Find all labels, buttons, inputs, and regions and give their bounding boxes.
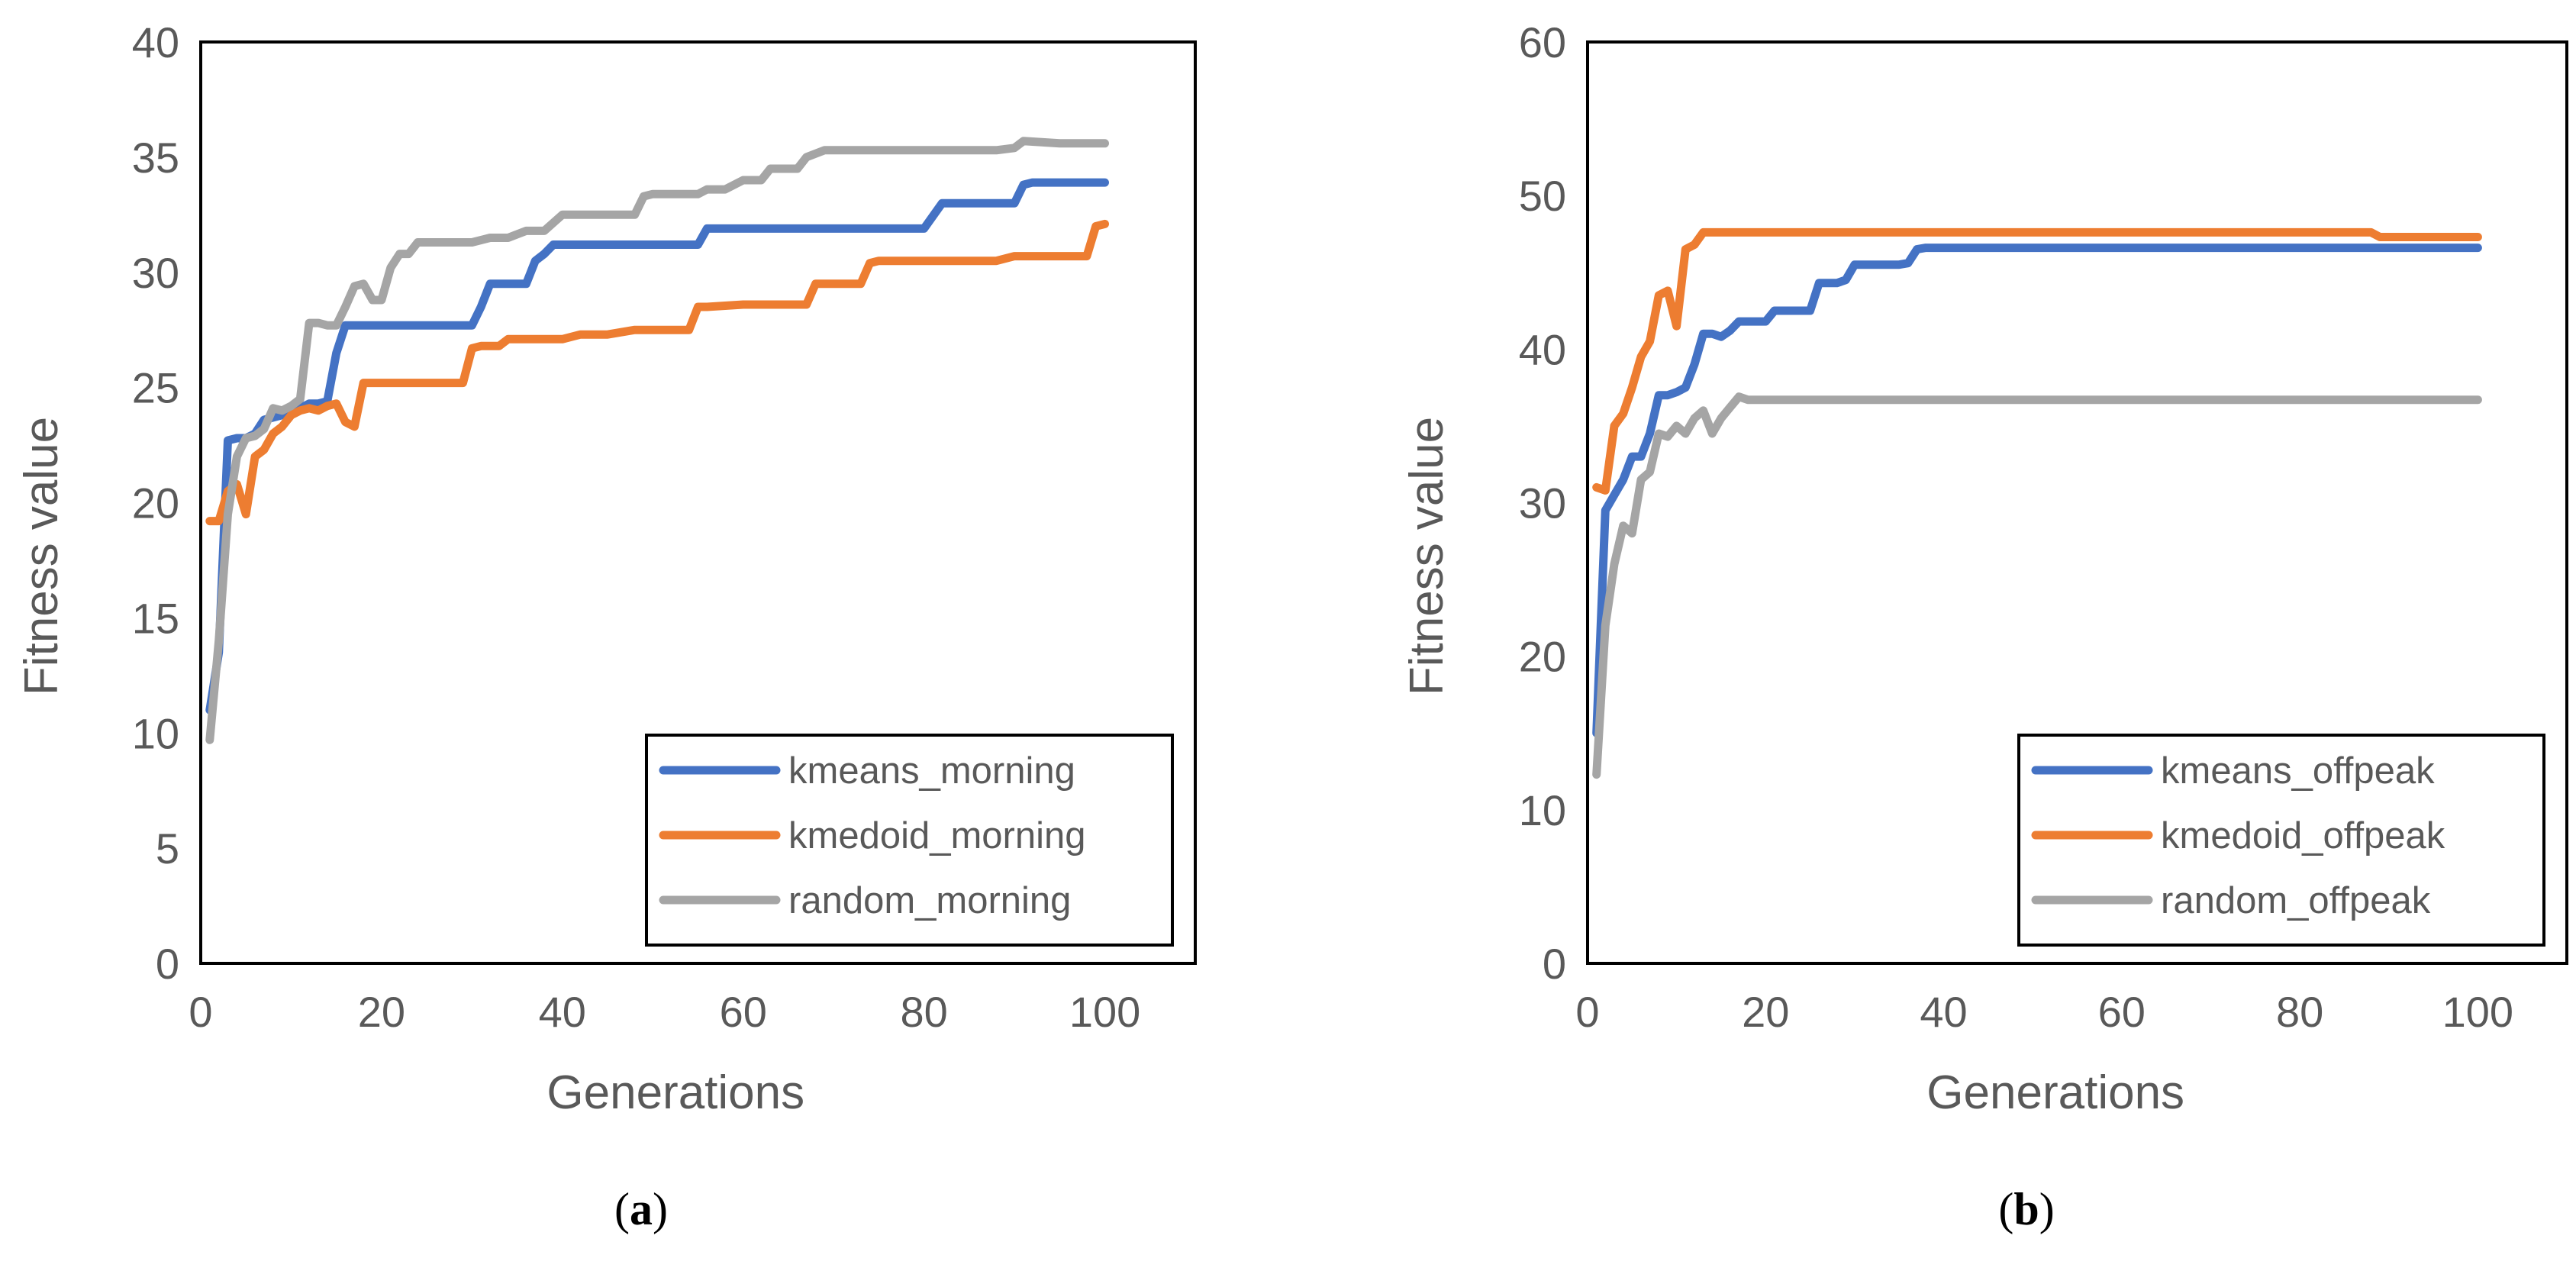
x-tick-label: 80 xyxy=(2276,988,2323,1036)
legend-label-kmedoid_offpeak: kmedoid_offpeak xyxy=(2161,815,2445,856)
y-tick-label: 35 xyxy=(132,134,179,182)
x-tick-label: 40 xyxy=(1920,988,1967,1036)
series-line-kmedoid_morning xyxy=(205,219,1109,526)
plot-area-frame xyxy=(1586,40,2568,965)
x-axis-label: Generations xyxy=(546,1066,804,1119)
x-axis-label: Generations xyxy=(1926,1066,2184,1119)
y-axis-label: Fitness value xyxy=(15,417,68,695)
series-line-kmeans_offpeak xyxy=(1592,244,2482,737)
series-line-random_morning xyxy=(205,137,1109,744)
caption-letter: b xyxy=(2013,1184,2039,1234)
y-tick-label: 50 xyxy=(1519,172,1566,220)
y-tick-label: 60 xyxy=(1519,18,1566,66)
y-tick-label: 30 xyxy=(132,249,179,297)
y-tick-label: 0 xyxy=(1543,940,1566,988)
y-tick-label: 25 xyxy=(132,364,179,412)
x-tick-label: 60 xyxy=(720,988,767,1036)
y-tick-label: 10 xyxy=(132,709,179,757)
x-tick-label: 40 xyxy=(539,988,586,1036)
y-tick-label: 5 xyxy=(156,824,179,873)
series-line-kmeans_morning xyxy=(205,178,1109,715)
caption-close-paren: ) xyxy=(2039,1184,2055,1234)
panel-caption: (a) xyxy=(614,1184,668,1234)
chart-panel-b: 0 10 20 30 40 50 60 0 20 40 60 80 100 Generations Fitn… xyxy=(1401,18,2568,1234)
y-tick-label: 0 xyxy=(156,940,179,988)
caption-letter: a xyxy=(630,1184,653,1234)
y-tick-label: 10 xyxy=(1519,786,1566,834)
x-tick-label: 0 xyxy=(1575,988,1599,1036)
x-tick-label: 0 xyxy=(189,988,212,1036)
legend-label-kmedoid_morning: kmedoid_morning xyxy=(788,815,1086,856)
caption-close-paren: ) xyxy=(653,1184,668,1234)
chart-panel-a: 0 5 10 15 20 25 30 35 40 0 20 40 60 80 100 Generations F… xyxy=(15,18,1197,1234)
legend-label-random_offpeak: random_offpeak xyxy=(2161,880,2431,921)
y-tick-label: 40 xyxy=(1519,325,1566,373)
y-tick-label: 20 xyxy=(1519,633,1566,681)
caption-open-paren: ( xyxy=(1998,1184,2013,1234)
legend-label-kmeans_offpeak: kmeans_offpeak xyxy=(2161,750,2435,792)
series-line-random_offpeak xyxy=(1592,392,2482,779)
y-tick-label: 20 xyxy=(132,479,179,527)
legend-label-kmeans_morning: kmeans_morning xyxy=(788,750,1075,792)
series-line-kmedoid_offpeak xyxy=(1592,227,2482,495)
x-tick-label: 60 xyxy=(2098,988,2146,1036)
x-tick-label: 100 xyxy=(2442,988,2513,1036)
x-tick-label: 20 xyxy=(1742,988,1789,1036)
plot-area-frame xyxy=(199,40,1197,965)
x-tick-label: 20 xyxy=(358,988,405,1036)
y-axis-label: Fitness value xyxy=(1401,417,1453,695)
legend-label-random_morning: random_morning xyxy=(788,880,1071,921)
y-tick-label: 30 xyxy=(1519,479,1566,527)
x-tick-label: 100 xyxy=(1069,988,1140,1036)
x-tick-label: 80 xyxy=(900,988,947,1036)
caption-open-paren: ( xyxy=(614,1184,630,1234)
y-tick-label: 40 xyxy=(132,18,179,66)
panel-caption: (b) xyxy=(1998,1184,2054,1234)
y-tick-label: 15 xyxy=(132,594,179,642)
